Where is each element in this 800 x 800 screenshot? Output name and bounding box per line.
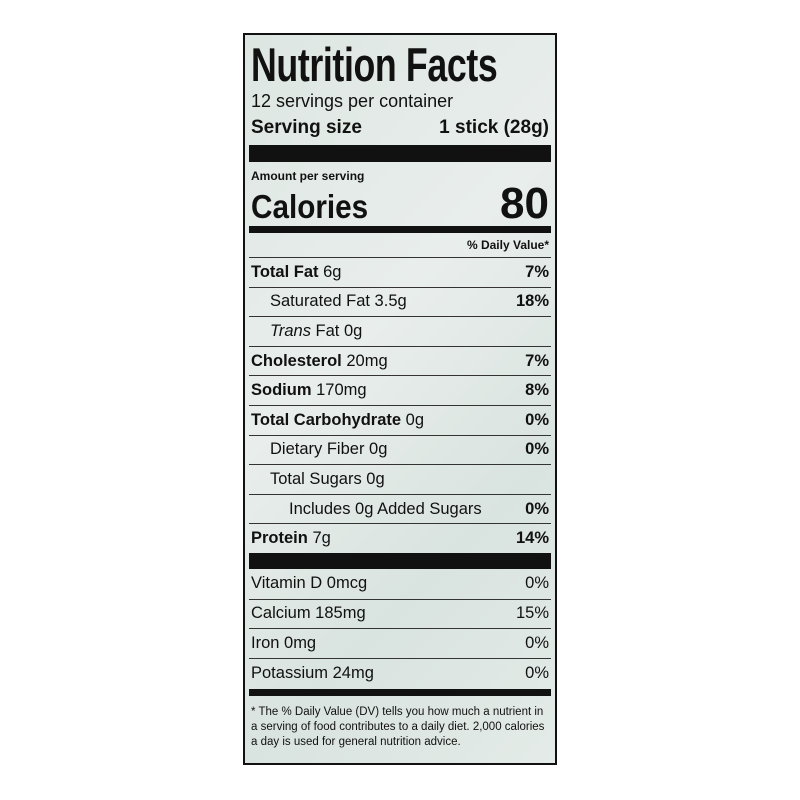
dv: 0% — [525, 574, 549, 593]
dv: 0% — [525, 663, 549, 682]
nutrient-amount: 6g — [323, 262, 342, 281]
dv-header: % Daily Value* — [466, 238, 549, 252]
vitamin-name: Iron 0mg — [251, 633, 317, 652]
vitamin-name: Vitamin D 0mcg — [251, 574, 368, 593]
nutrient: Protein 7g — [251, 529, 331, 548]
nutrition-label: Nutrition Facts 12 servings per containe… — [243, 33, 557, 765]
nutrient-amount: 170mg — [316, 381, 367, 400]
servings: 12 servings per container — [251, 91, 454, 111]
nutrient-name: Total Sugars 0g — [270, 469, 385, 488]
nutrient: Cholesterol 20mg — [251, 352, 388, 371]
serving-size-value: 1 stick (28g) — [439, 117, 549, 138]
title: Nutrition Facts — [251, 38, 498, 91]
thick-rule — [249, 553, 551, 569]
nutrient-row: Sodium 170mg 8% — [249, 375, 551, 405]
dv: 0% — [525, 633, 549, 652]
nutrient: Includes 0g Added Sugars — [251, 500, 482, 519]
nutrient-name: Fat 0g — [315, 321, 363, 340]
serving-size-label: Serving size — [251, 117, 362, 138]
calories: Calories 80 — [251, 179, 549, 229]
vitamin-row: Vitamin D 0mcg 0% — [249, 569, 551, 599]
calories-label: Calories — [251, 188, 369, 225]
nutrient-row: Total Sugars 0g — [249, 464, 551, 494]
nutrient-row: Protein 7g 14% — [249, 523, 551, 553]
nutrient-name: Dietary Fiber 0g — [270, 440, 388, 459]
nutrient: Saturated Fat 3.5g — [251, 292, 407, 311]
nutrient-row: Total Carbohydrate 0g 0% — [249, 405, 551, 435]
nutrient-row: Saturated Fat 3.5g 18% — [249, 286, 551, 317]
nutrient-amount: 0g — [405, 410, 424, 429]
nutrient-name: Includes 0g Added Sugars — [289, 499, 482, 518]
nutrient-name: Protein — [251, 529, 308, 548]
nutrient-row: Trans Fat 0g — [249, 316, 551, 346]
medium-rule — [249, 226, 551, 233]
dv: 8% — [525, 381, 549, 400]
nutrient: Trans Fat 0g — [251, 322, 362, 341]
dv: 7% — [525, 262, 549, 281]
nutrient-row: Total Fat 6g 7% — [249, 257, 551, 287]
dv: 14% — [515, 529, 549, 548]
nutrient: Dietary Fiber 0g — [251, 440, 387, 459]
medium-rule — [249, 689, 551, 696]
nutrient-row: Dietary Fiber 0g 0% — [249, 434, 551, 465]
nutrient: Total Fat 6g — [251, 263, 341, 282]
dv: 0% — [525, 410, 549, 429]
nutrient: Total Carbohydrate 0g — [251, 411, 424, 430]
footnote: * The % Daily Value (DV) tells you how m… — [251, 706, 545, 748]
dv: 15% — [515, 604, 549, 623]
dv: 18% — [515, 292, 549, 311]
vitamin-row: Iron 0mg 0% — [249, 628, 551, 658]
vitamin-row: Potassium 24mg 0% — [249, 657, 551, 688]
nutrient: Total Sugars 0g — [251, 470, 385, 489]
amount-per-serving: Amount per serving — [251, 169, 365, 183]
nutrient-name: Total Fat — [251, 262, 319, 281]
nutrient-name: Total Carbohydrate — [251, 410, 402, 429]
nutrient-row: Cholesterol 20mg 7% — [249, 345, 551, 376]
nutrient-name: Cholesterol — [251, 351, 342, 370]
nutrient-amount: 7g — [312, 529, 331, 548]
vitamin-row: Calcium 185mg 15% — [249, 598, 551, 629]
dv: 7% — [525, 351, 549, 370]
dv: 0% — [525, 499, 549, 518]
thick-rule — [249, 145, 551, 162]
dv: 0% — [525, 440, 549, 459]
nutrient-row: Includes 0g Added Sugars 0% — [249, 493, 551, 524]
nutrient: Sodium 170mg — [251, 381, 367, 400]
nutrient-name: Saturated Fat 3.5g — [270, 292, 407, 311]
calories-value: 80 — [500, 179, 549, 228]
vitamin-name: Calcium 185mg — [251, 604, 366, 623]
vitamin-name: Potassium 24mg — [251, 663, 374, 682]
serving-size: Serving size 1 stick (28g) — [251, 117, 549, 139]
nutrient-name: Sodium — [251, 381, 312, 400]
nutrient-amount: 20mg — [346, 351, 388, 370]
nutrient-prefix: Trans — [270, 321, 311, 340]
